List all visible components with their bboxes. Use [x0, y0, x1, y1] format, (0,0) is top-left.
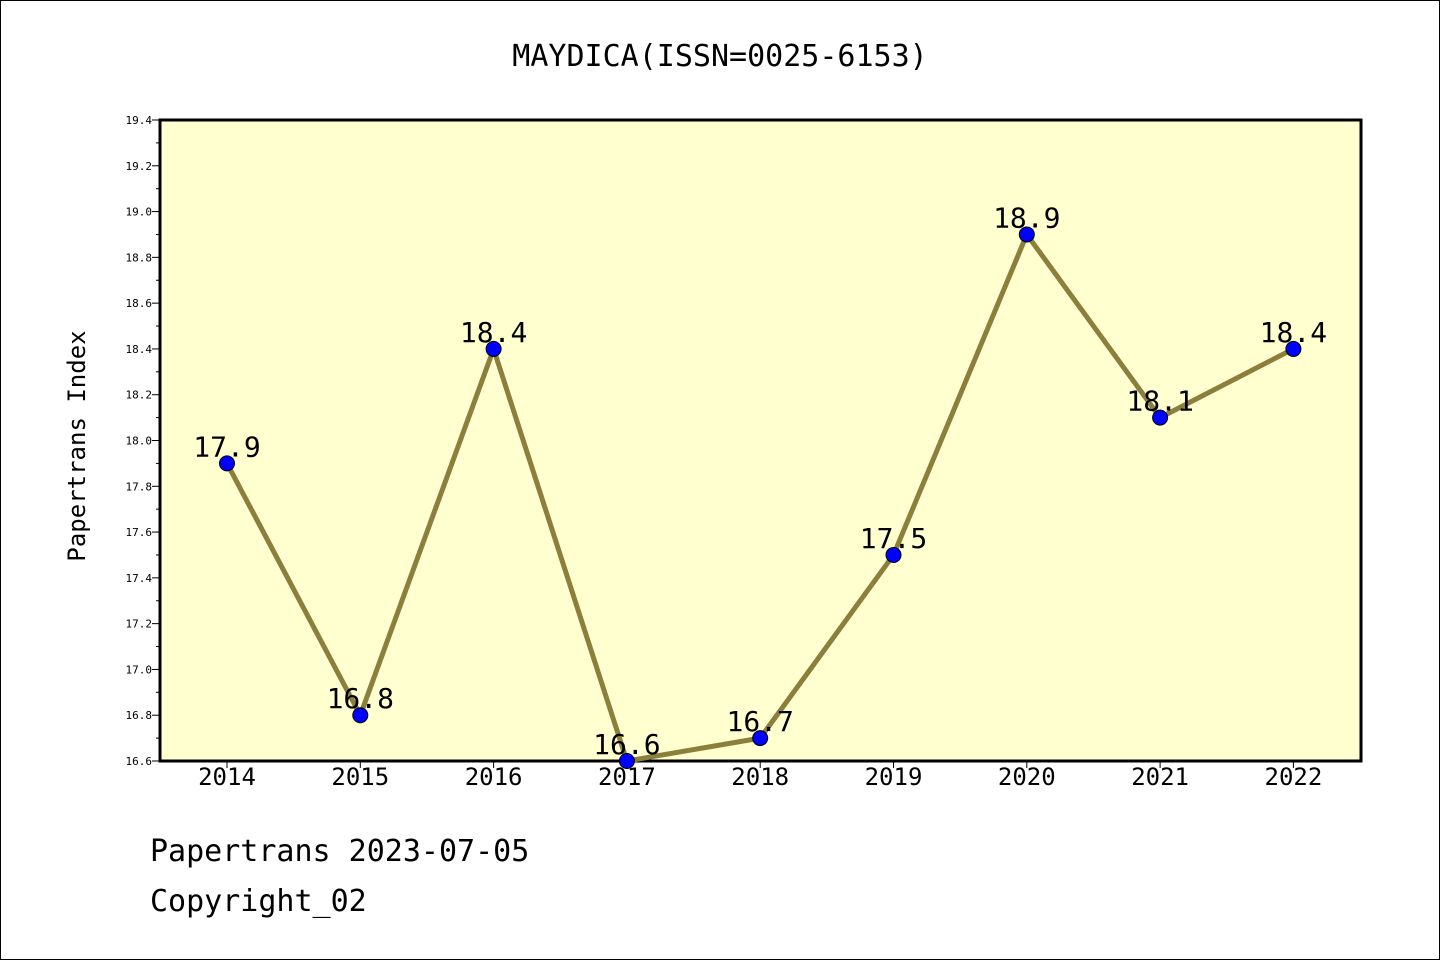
data-label: 17.9: [193, 430, 260, 463]
x-tick-label: 2022: [1265, 763, 1323, 791]
data-label: 18.4: [1260, 316, 1327, 349]
y-tick-label: 17.8: [126, 480, 153, 493]
chart-title: MAYDICA(ISSN=0025-6153): [512, 39, 927, 74]
data-point: [885, 546, 902, 563]
data-labels-group: 17.9 16.8 18.4 16.6 16.7 17.5 18.9 18.1 18.4: [193, 201, 1327, 761]
y-tick-label: 17.2: [126, 618, 153, 631]
data-point: [752, 730, 769, 747]
data-point: [1152, 409, 1169, 426]
x-tick-label: 2019: [865, 763, 923, 791]
data-label: 16.7: [726, 705, 793, 738]
y-tick-label: 18.8: [126, 251, 153, 264]
x-tick-label: 2015: [331, 763, 389, 791]
y-tick-label: 17.0: [126, 663, 153, 676]
x-tick-label: 2014: [198, 763, 256, 791]
data-label: 16.6: [593, 728, 660, 761]
data-label: 18.4: [460, 316, 527, 349]
x-tick-label: 2016: [465, 763, 523, 791]
y-tick-label: 19.2: [126, 160, 153, 173]
data-point: [352, 707, 369, 724]
plot-area: [158, 118, 1363, 763]
y-tick-label: 18.4: [126, 343, 153, 356]
y-axis: 16.6 16.8 17.0 17.2 17.4 17.6 17.8 18.0 18.2 18.4…: [126, 114, 160, 768]
data-point: [1285, 340, 1302, 357]
y-tick-label: 19.4: [126, 114, 153, 127]
data-label: 18.1: [1126, 385, 1193, 418]
x-axis: 2014 2015 2016 2017 2018 2019 2020 2021 2022: [198, 761, 1322, 791]
footer-date-label: Papertrans 2023-07-05: [150, 834, 530, 869]
y-tick-label: 18.6: [126, 297, 153, 310]
data-label: 18.9: [993, 201, 1060, 234]
y-tick-label: 16.6: [126, 755, 153, 768]
data-point: [618, 753, 635, 769]
data-point: [1018, 226, 1035, 243]
y-axis-label: Papertrans Index: [63, 330, 91, 561]
y-tick-label: 17.4: [126, 572, 153, 585]
data-label: 16.8: [327, 682, 394, 715]
data-point: [485, 340, 502, 357]
y-tick-label: 16.8: [126, 709, 153, 722]
footer-copyright-label: Copyright_02: [150, 884, 367, 919]
y-tick-label: 19.0: [126, 206, 153, 219]
markers-group: [219, 226, 1302, 769]
x-tick-label: 2020: [998, 763, 1056, 791]
x-tick-label: 2021: [1131, 763, 1189, 791]
data-label: 17.5: [860, 522, 927, 555]
y-tick-label: 17.6: [126, 526, 153, 539]
data-point: [219, 455, 235, 472]
y-tick-label: 18.0: [126, 435, 153, 448]
x-tick-label: 2018: [731, 763, 789, 791]
y-tick-label: 18.2: [126, 389, 153, 402]
